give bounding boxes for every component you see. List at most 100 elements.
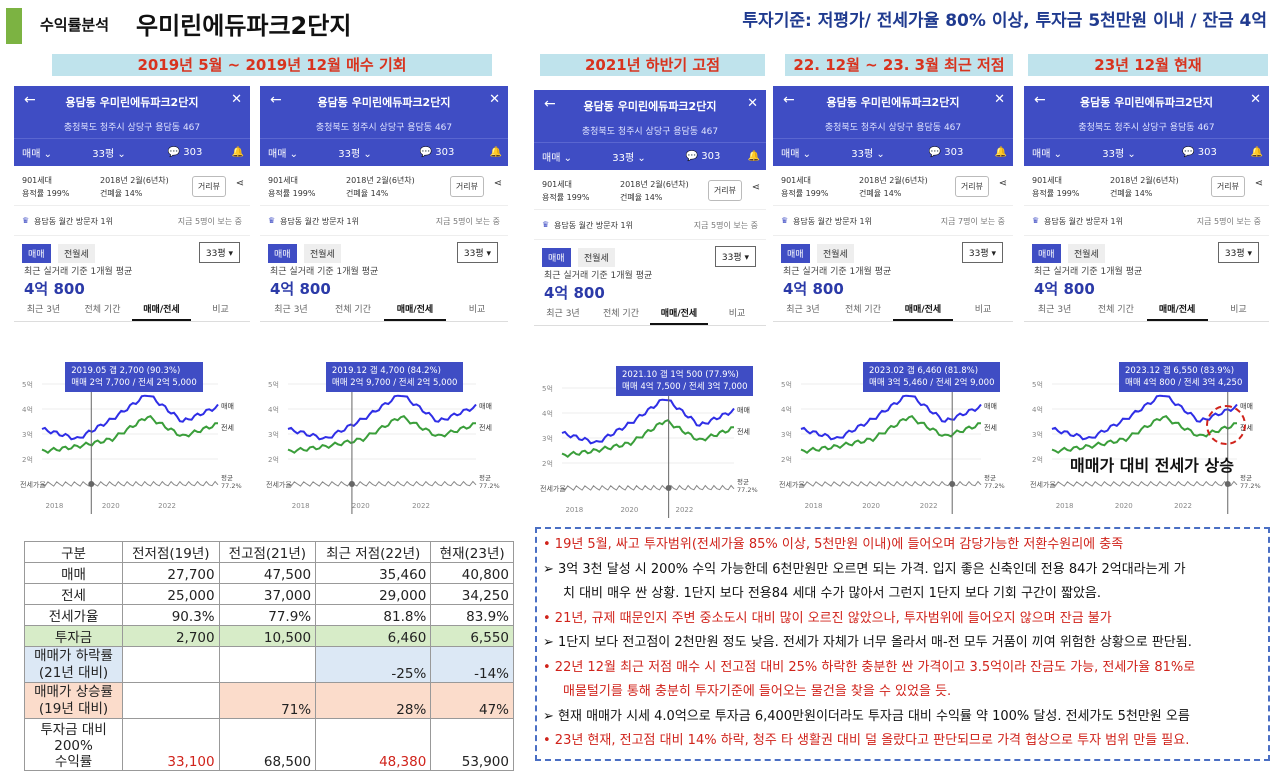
tab-recent-3y[interactable]: 최근 3년 xyxy=(546,309,580,319)
tab-sale-jeonse[interactable]: 매매/전세 xyxy=(1146,300,1208,321)
tab-compare[interactable]: 비교 xyxy=(1230,305,1247,315)
tab-recent-3y[interactable]: 최근 3년 xyxy=(1037,305,1072,315)
jeonse-toggle[interactable]: 전월세 xyxy=(304,244,341,263)
bell-icon[interactable]: 🔔 xyxy=(231,147,245,158)
jeonse-toggle[interactable]: 전월세 xyxy=(578,248,615,267)
tab-recent-3y[interactable]: 최근 3년 xyxy=(274,305,308,315)
tab-sale-jeonse[interactable]: 매매/전세 xyxy=(650,304,708,325)
y-tick-label: 4억 xyxy=(1032,406,1043,414)
tab-all-period[interactable]: 전체 기간 xyxy=(335,305,371,315)
jeonse-toggle[interactable]: 전월세 xyxy=(817,244,854,263)
visit-rank-row[interactable]: ♛ 용담동 월간 방문자 1위 지금 5명이 보는 중 xyxy=(14,206,250,236)
size-dropdown[interactable]: 33평 ⌄ xyxy=(1084,145,1154,160)
visit-rank-row[interactable]: ♛ 용담동 월간 방문자 1위 지금 7명이 보는 중 xyxy=(773,206,1013,236)
ratio-label: 전세가율 xyxy=(266,480,292,489)
trade-type-dropdown[interactable]: 매매 ⌄ xyxy=(260,145,320,160)
jeonse-toggle[interactable]: 전월세 xyxy=(1068,244,1105,263)
street-view-button[interactable]: 거리뷰 xyxy=(954,176,989,197)
tab-sale-jeonse[interactable]: 매매/전세 xyxy=(132,300,191,321)
tab-compare[interactable]: 비교 xyxy=(728,309,746,319)
share-icon[interactable]: ⋖ xyxy=(998,178,1007,189)
visit-rank-row[interactable]: ♛ 용담동 월간 방문자 1위 지금 5명이 보는 중 xyxy=(1024,206,1269,236)
coverage-ratio: 건폐율 14% xyxy=(859,189,902,198)
tab-sale-jeonse[interactable]: 매매/전세 xyxy=(384,300,446,321)
bell-icon[interactable]: 🔔 xyxy=(489,147,503,158)
x-tick-label: 2018 xyxy=(805,502,823,510)
back-arrow-icon[interactable]: ← xyxy=(270,92,282,108)
share-icon[interactable]: ⋖ xyxy=(1254,178,1263,189)
visit-rank-row[interactable]: ♛ 용담동 월간 방문자 1위 지금 5명이 보는 중 xyxy=(260,206,508,236)
chevron-down-icon: ⌄ xyxy=(637,153,646,164)
visit-rank: 용담동 월간 방문자 1위 xyxy=(34,217,113,226)
size-select[interactable]: 33평 ▾ xyxy=(714,246,756,267)
x-tick-label: 2018 xyxy=(46,502,64,510)
sale-toggle[interactable]: 매매 xyxy=(542,248,571,267)
comments-button[interactable]: 💬 303 xyxy=(1154,147,1245,158)
size-dropdown[interactable]: 33평 ⌄ xyxy=(320,145,390,160)
size-dropdown[interactable]: 33평 ⌄ xyxy=(74,145,144,160)
visit-rank-row[interactable]: ♛ 용담동 월간 방문자 1위 지금 5명이 보는 중 xyxy=(534,210,766,240)
street-view-button[interactable]: 거리뷰 xyxy=(191,176,226,197)
close-icon[interactable]: ✕ xyxy=(489,92,500,107)
households: 901세대 xyxy=(542,180,572,189)
tab-compare[interactable]: 비교 xyxy=(974,305,992,315)
share-icon[interactable]: ⋖ xyxy=(493,178,502,189)
size-dropdown[interactable]: 33평 ⌄ xyxy=(833,145,903,160)
trade-type-dropdown[interactable]: 매매 ⌄ xyxy=(773,145,833,160)
coverage-ratio: 건폐율 14% xyxy=(1110,189,1153,198)
sale-toggle[interactable]: 매매 xyxy=(1032,244,1061,263)
avg-ratio-label: 평균 xyxy=(984,473,996,482)
jeonse-toggle[interactable]: 전월세 xyxy=(58,244,95,263)
complex-name: 용담동 우미린에듀파크2단지 xyxy=(826,96,960,109)
avg-ratio-value: 77.2% xyxy=(737,486,758,494)
tab-recent-3y[interactable]: 최근 3년 xyxy=(786,305,820,315)
close-icon[interactable]: ✕ xyxy=(747,96,758,111)
size-select[interactable]: 33평 ▾ xyxy=(456,242,498,263)
x-tick-label: 2018 xyxy=(565,506,583,514)
back-arrow-icon[interactable]: ← xyxy=(1034,92,1046,108)
comments-button[interactable]: 💬 303 xyxy=(144,147,226,158)
street-view-button[interactable]: 거리뷰 xyxy=(449,176,484,197)
street-view-button[interactable]: 거리뷰 xyxy=(707,180,742,201)
size-dropdown[interactable]: 33평 ⌄ xyxy=(594,149,664,164)
table-cell: -14% xyxy=(430,646,514,683)
comments-button[interactable]: 💬 303 xyxy=(903,147,989,158)
share-icon[interactable]: ⋖ xyxy=(235,178,244,189)
trade-type-dropdown[interactable]: 매매 ⌄ xyxy=(14,145,74,160)
size-select[interactable]: 33평 ▾ xyxy=(961,242,1003,263)
bell-icon[interactable]: 🔔 xyxy=(994,147,1008,158)
size-select[interactable]: 33평 ▾ xyxy=(1217,242,1259,263)
close-icon[interactable]: ✕ xyxy=(231,92,242,107)
size-select[interactable]: 33평 ▾ xyxy=(198,242,240,263)
built-date: 2018년 2월(6년차) xyxy=(100,176,169,185)
cursor-dot xyxy=(665,485,672,491)
tab-all-period[interactable]: 전체 기간 xyxy=(84,305,121,315)
tooltip-line-1: 2023.02 갭 6,460 (81.8%) xyxy=(869,366,979,376)
close-icon[interactable]: ✕ xyxy=(1250,92,1261,107)
tab-compare[interactable]: 비교 xyxy=(212,305,229,315)
sale-toggle[interactable]: 매매 xyxy=(268,244,297,263)
comments-button[interactable]: 💬 303 xyxy=(390,147,484,158)
tab-all-period[interactable]: 전체 기간 xyxy=(845,305,881,315)
back-arrow-icon[interactable]: ← xyxy=(544,96,556,112)
trade-type-dropdown[interactable]: 매매 ⌄ xyxy=(1024,145,1084,160)
sale-toggle[interactable]: 매매 xyxy=(781,244,810,263)
bell-icon[interactable]: 🔔 xyxy=(747,151,761,162)
tab-recent-3y[interactable]: 최근 3년 xyxy=(26,305,61,315)
street-view-button[interactable]: 거리뷰 xyxy=(1210,176,1245,197)
back-arrow-icon[interactable]: ← xyxy=(24,92,36,108)
bell-icon[interactable]: 🔔 xyxy=(1250,147,1264,158)
tab-all-period[interactable]: 전체 기간 xyxy=(603,309,639,319)
tab-all-period[interactable]: 전체 기간 xyxy=(1097,305,1134,315)
tab-sale-jeonse[interactable]: 매매/전세 xyxy=(893,300,953,321)
chart-tooltip: 2023.02 갭 6,460 (81.8%) 매매 3억 5,460 / 전세 … xyxy=(863,362,1001,392)
tab-compare[interactable]: 비교 xyxy=(468,305,486,315)
share-icon[interactable]: ⋖ xyxy=(751,182,760,193)
sale-toggle[interactable]: 매매 xyxy=(22,244,51,263)
back-arrow-icon[interactable]: ← xyxy=(783,92,795,108)
trade-type-dropdown[interactable]: 매매 ⌄ xyxy=(534,149,594,164)
comments-button[interactable]: 💬 303 xyxy=(664,151,742,162)
close-icon[interactable]: ✕ xyxy=(994,92,1005,107)
